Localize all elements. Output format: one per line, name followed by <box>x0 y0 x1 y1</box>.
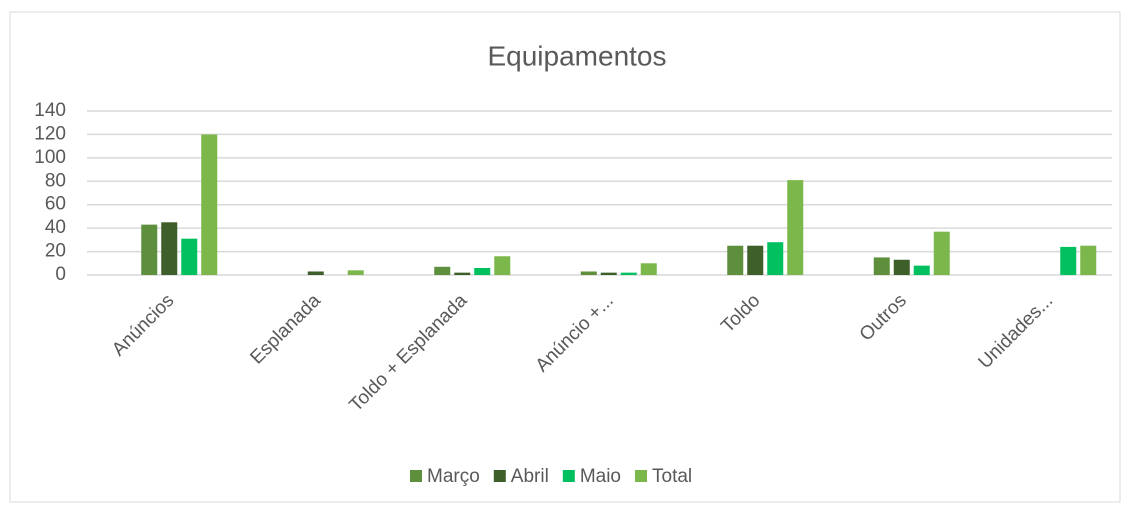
bar <box>873 257 890 275</box>
bar <box>454 272 471 275</box>
bar <box>474 267 491 275</box>
y-tick-label: 80 <box>45 170 66 191</box>
bar <box>434 266 451 275</box>
bar <box>201 134 218 275</box>
y-tick-label: 60 <box>45 194 66 215</box>
y-tick-label: 0 <box>55 264 66 285</box>
legend-label: Maio <box>580 466 621 487</box>
bar <box>893 259 910 275</box>
bar <box>161 222 178 275</box>
legend-label: Março <box>427 466 480 487</box>
legend-label: Total <box>652 466 692 487</box>
chart-title: Equipamentos <box>487 40 666 71</box>
bar <box>600 272 617 275</box>
bar <box>620 272 637 275</box>
bar <box>727 245 744 275</box>
bar <box>767 242 784 275</box>
y-tick-label: 120 <box>34 123 66 144</box>
bar <box>580 271 597 275</box>
bar <box>787 180 804 275</box>
bar <box>347 270 364 275</box>
y-tick-label: 20 <box>45 241 66 262</box>
bar <box>1080 245 1097 275</box>
y-tick-label: 140 <box>34 100 66 121</box>
bar <box>913 265 930 275</box>
bar <box>141 224 158 275</box>
y-tick-label: 100 <box>34 147 66 168</box>
legend-swatch <box>562 470 575 482</box>
legend-swatch <box>635 470 647 482</box>
bar <box>933 231 950 275</box>
bar <box>307 271 324 275</box>
legend-swatch <box>410 470 422 482</box>
bar <box>181 238 198 275</box>
bar <box>1060 246 1077 275</box>
bar <box>494 256 511 275</box>
legend-swatch <box>493 470 506 482</box>
bar <box>640 263 657 275</box>
legend-label: Abril <box>511 466 549 487</box>
y-tick-label: 40 <box>45 217 66 238</box>
bar <box>747 245 764 275</box>
